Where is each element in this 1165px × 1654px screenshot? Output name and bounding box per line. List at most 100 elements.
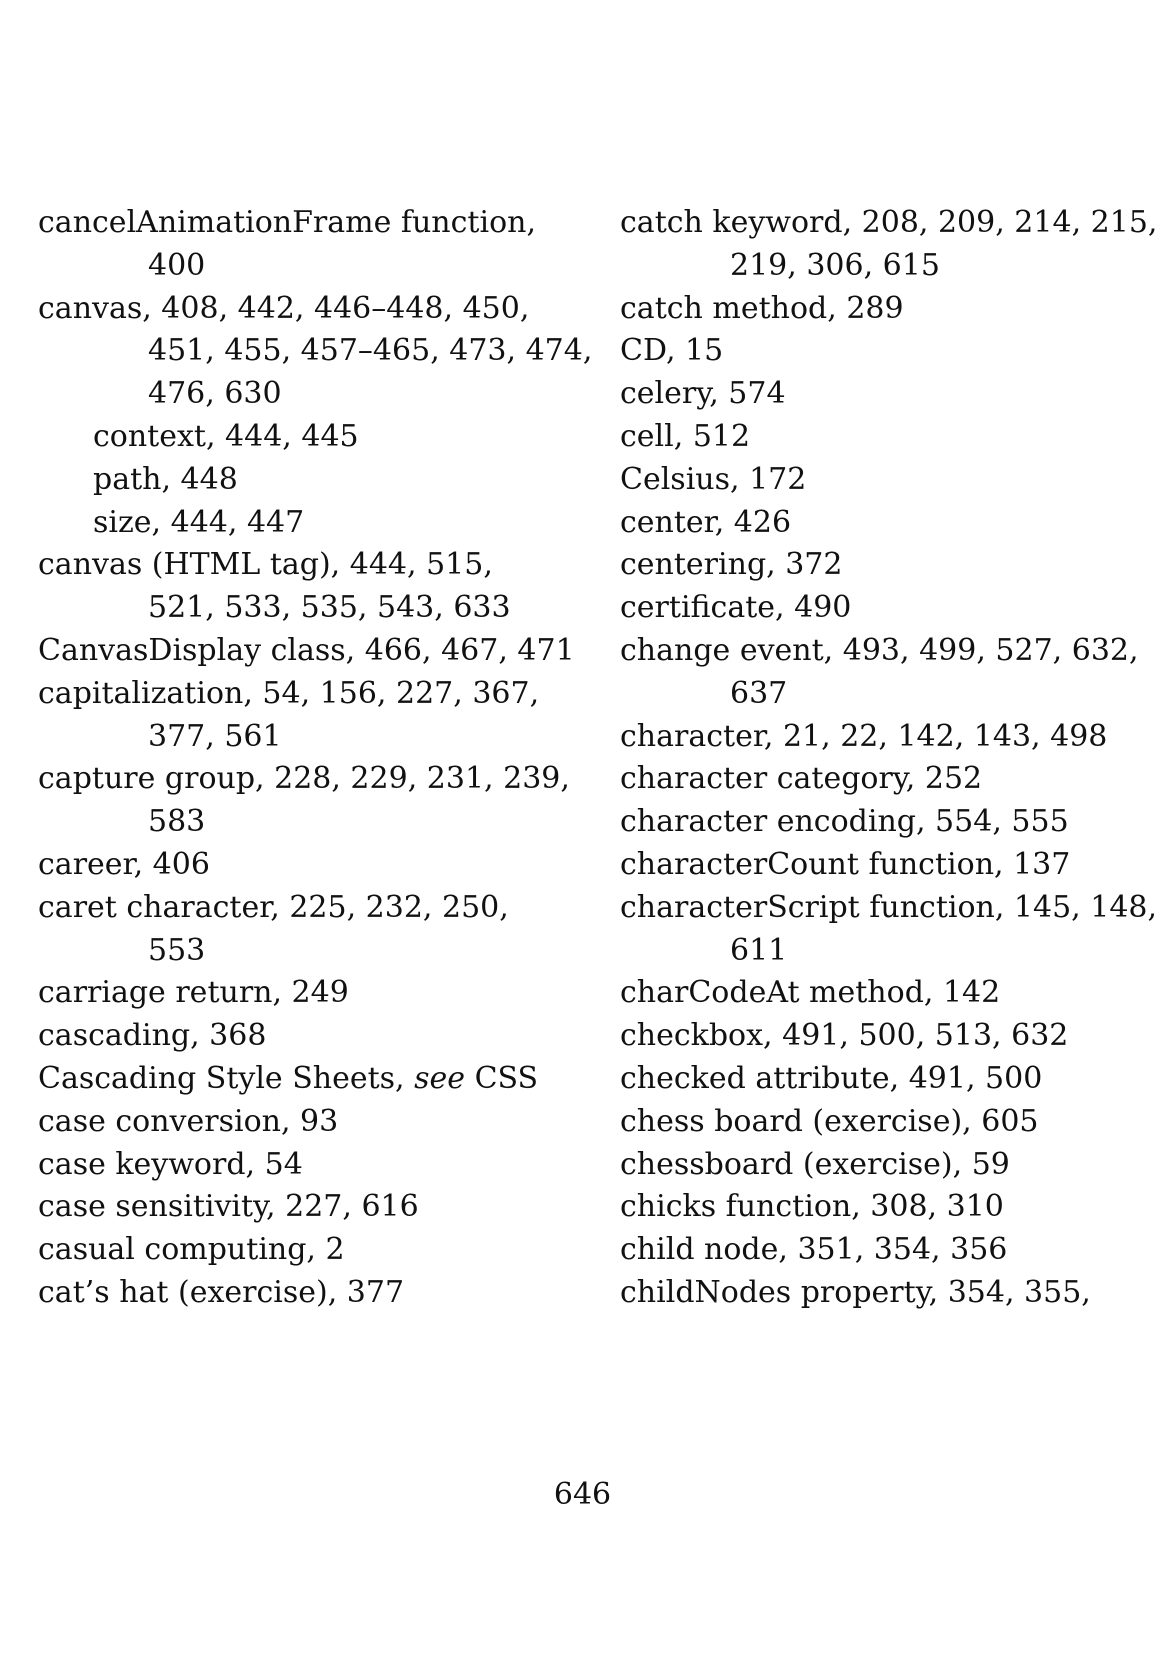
index-entry: chicks function, 308, 310	[620, 1186, 1150, 1229]
index-entry: Celsius, 172	[620, 459, 1150, 502]
index-subentry: path, 448	[38, 459, 548, 502]
see-target: CSS	[465, 1060, 539, 1096]
index-entry-text: 451, 455, 457–465, 473, 474,	[148, 333, 593, 369]
index-entry-text: 553	[148, 932, 206, 968]
index-entry-text: checkbox, 491, 500, 513, 632	[620, 1018, 1069, 1054]
index-entry-continuation: 219, 306, 615	[620, 245, 1150, 288]
index-entry: capture group, 228, 229, 231, 239,	[38, 758, 570, 801]
index-entry-continuation: 400	[38, 245, 548, 288]
index-entry-text: 219, 306, 615	[730, 247, 940, 283]
index-entry-text: canvas (HTML tag), 444, 515,	[38, 547, 493, 583]
index-entry: case sensitivity, 227, 616	[38, 1186, 548, 1229]
index-entry-text: case conversion, 93	[38, 1103, 339, 1139]
index-entry: canvas, 408, 442, 446–448, 450,	[38, 288, 548, 331]
index-entry-text: career, 406	[38, 846, 210, 882]
index-entry-text: chicks function, 308, 310	[620, 1189, 1004, 1225]
index-subentry: size, 444, 447	[38, 502, 548, 545]
index-entry-text: child node, 351, 354, 356	[620, 1232, 1008, 1268]
index-entry-text: capitalization, 54, 156, 227, 367,	[38, 675, 540, 711]
index-entry-text: capture group, 228, 229, 231, 239,	[38, 761, 570, 797]
index-entry-text: characterCount function, 137	[620, 846, 1071, 882]
index-entry-text: case sensitivity, 227, 616	[38, 1189, 419, 1225]
index-entry-text: 476, 630	[148, 376, 282, 412]
index-entry-continuation: 476, 630	[38, 373, 548, 416]
index-entry: character category, 252	[620, 758, 1150, 801]
index-entry-text: 611	[730, 932, 788, 968]
index-entry: characterCount function, 137	[620, 844, 1150, 887]
index-entry-text: chess board (exercise), 605	[620, 1103, 1039, 1139]
index-entry: certificate, 490	[620, 587, 1150, 630]
index-entry-continuation: 377, 561	[38, 716, 548, 759]
index-entry: catch method, 289	[620, 288, 1150, 331]
index-entry-text: 583	[148, 804, 206, 840]
index-entry-text: centering, 372	[620, 547, 843, 583]
page-number: 646	[553, 1477, 612, 1512]
index-entry: case keyword, 54	[38, 1144, 548, 1187]
index-entry: character encoding, 554, 555	[620, 801, 1150, 844]
index-entry: change event, 493, 499, 527, 632,	[620, 630, 1150, 673]
index-entry-text: cell, 512	[620, 418, 751, 454]
index-entry-text: catch keyword, 208, 209, 214, 215,	[620, 205, 1158, 240]
index-entry-text: 377, 561	[148, 718, 282, 754]
index-entry: cat’s hat (exercise), 377	[38, 1272, 548, 1315]
index-entry-text: cat’s hat (exercise), 377	[38, 1274, 405, 1310]
index-entry-text: caret character, 225, 232, 250,	[38, 889, 509, 925]
index-entry: checked attribute, 491, 500	[620, 1058, 1150, 1101]
index-entry: case conversion, 93	[38, 1101, 548, 1144]
index-entry: CD, 15	[620, 330, 1150, 373]
index-entry-text: certificate, 490	[620, 590, 852, 626]
index-entry: celery, 574	[620, 373, 1150, 416]
index-entry: centering, 372	[620, 544, 1150, 587]
index-entry-continuation: 611	[620, 930, 1150, 973]
index-entry-text: 637	[730, 675, 788, 711]
index-entry-text: 521, 533, 535, 543, 633	[148, 590, 511, 626]
index-entry: caret character, 225, 232, 250,	[38, 887, 548, 930]
index-entry: chess board (exercise), 605	[620, 1101, 1150, 1144]
index-entry-text: characterScript function, 145, 148,	[620, 889, 1158, 925]
index-entry: capitalization, 54, 156, 227, 367,	[38, 673, 548, 716]
index-entry-text: size, 444, 447	[93, 504, 305, 540]
index-entry: center, 426	[620, 502, 1150, 545]
index-entry-continuation: 521, 533, 535, 543, 633	[38, 587, 548, 630]
index-entry-text: catch method, 289	[620, 290, 904, 326]
index-entry: charCodeAt method, 142	[620, 972, 1150, 1015]
index-entry-text: center, 426	[620, 504, 792, 540]
index-entry: cancelAnimationFrame function,	[38, 202, 548, 245]
index-entry-text: chessboard (exercise), 59	[620, 1146, 1010, 1182]
index-entry: child node, 351, 354, 356	[620, 1229, 1150, 1272]
index-entry: catch keyword, 208, 209, 214, 215,	[620, 202, 1157, 245]
index-entry-text: childNodes property, 354, 355,	[620, 1274, 1091, 1310]
index-entry-text: 400	[148, 247, 206, 283]
index-entry: Cascading Style Sheets, see CSS	[38, 1058, 548, 1101]
index-column-right: catch keyword, 208, 209, 214, 215, 219, 3…	[620, 202, 1157, 1315]
index-entry: carriage return, 249	[38, 972, 548, 1015]
index-entry-text: CanvasDisplay class, 466, 467, 471	[38, 632, 575, 668]
index-entry-text: cascading, 368	[38, 1018, 267, 1054]
index-entry-text: charCodeAt method, 142	[620, 975, 1001, 1011]
index-entry: cascading, 368	[38, 1015, 548, 1058]
index-entry-continuation: 451, 455, 457–465, 473, 474,	[38, 330, 592, 373]
index-subentry: context, 444, 445	[38, 416, 548, 459]
index-entry-text: case keyword, 54	[38, 1146, 303, 1182]
index-entry-text: Cascading Style Sheets,	[38, 1060, 415, 1096]
index-entry-text: context, 444, 445	[93, 418, 359, 454]
index-entry-continuation: 553	[38, 930, 548, 973]
index-entry: canvas (HTML tag), 444, 515,	[38, 544, 548, 587]
index-entry: CanvasDisplay class, 466, 467, 471	[38, 630, 575, 673]
index-entry: cell, 512	[620, 416, 1150, 459]
index-entry-text: character category, 252	[620, 761, 983, 797]
index-entry-text: cancelAnimationFrame function,	[38, 205, 537, 240]
index-entry-text: carriage return, 249	[38, 975, 349, 1011]
index-entry-text: path, 448	[93, 461, 238, 497]
index-entry: characterScript function, 145, 148,	[620, 887, 1157, 930]
index-entry-text: character, 21, 22, 142, 143, 498	[620, 718, 1108, 754]
index-column-left: cancelAnimationFrame function, 400 canvas,…	[38, 202, 592, 1315]
index-entry-text: CD, 15	[620, 333, 724, 369]
index-entry: character, 21, 22, 142, 143, 498	[620, 716, 1150, 759]
index-entry-text: checked attribute, 491, 500	[620, 1060, 1043, 1096]
index-entry-text: casual computing, 2	[38, 1232, 345, 1268]
index-entry-text: Celsius, 172	[620, 461, 807, 497]
see-reference: see	[414, 1060, 466, 1096]
index-entry-text: change event, 493, 499, 527, 632,	[620, 632, 1139, 668]
index-entry-continuation: 583	[38, 801, 548, 844]
